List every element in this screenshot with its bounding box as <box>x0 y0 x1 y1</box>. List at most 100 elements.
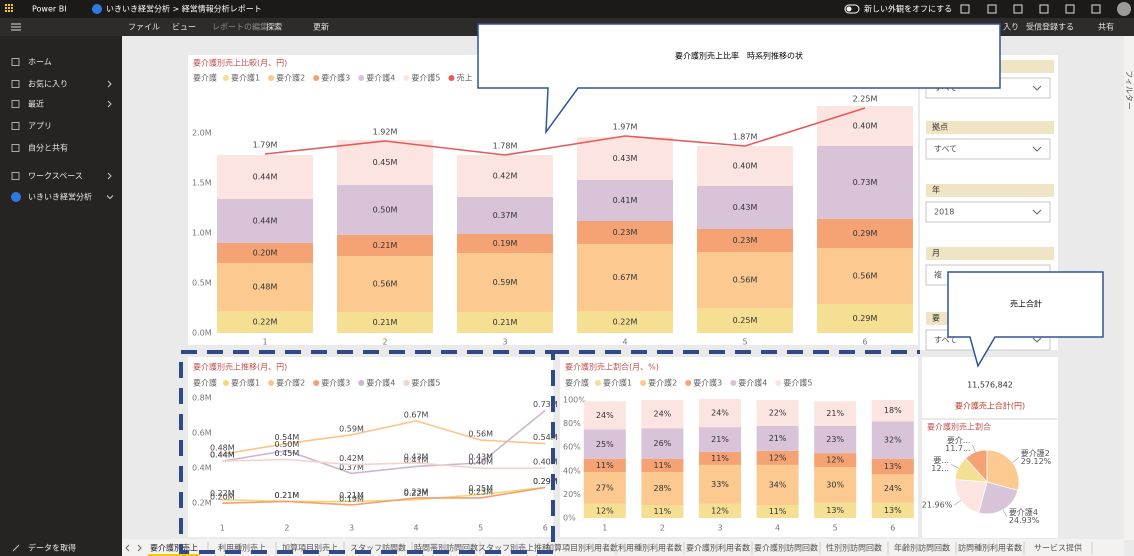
toolbar-item[interactable]: ファイル <box>128 23 160 32</box>
data-label: 0.37M <box>339 463 364 472</box>
report-tab[interactable]: 利用種別売上 <box>218 543 266 553</box>
avatar[interactable] <box>1117 2 1131 16</box>
bar-segment <box>337 185 433 235</box>
x-tick-label: 2 <box>284 524 289 533</box>
chart-title: 要介護別売上割合(月、%) <box>565 362 659 372</box>
legend-label: 要介護2 <box>276 378 305 388</box>
header-icon[interactable] <box>1013 4 1023 14</box>
legend-marker <box>403 75 410 81</box>
report-tab[interactable]: 時間帯別訪問回数 <box>414 543 478 553</box>
bar-segment <box>756 425 799 451</box>
data-label: 0.43M <box>468 452 493 461</box>
nav-item[interactable]: お気に入り <box>28 79 68 89</box>
data-label: 32% <box>884 436 902 445</box>
tab-scroll[interactable] <box>137 544 142 552</box>
legend-marker <box>313 380 320 386</box>
bar-segment <box>583 401 626 430</box>
report-tab[interactable]: 性別別訪問回数 <box>826 543 882 553</box>
header-icon[interactable] <box>1091 4 1101 14</box>
report-tab[interactable]: 要介護別訪問回数 <box>754 543 818 553</box>
bar-segment <box>217 311 313 333</box>
legend-label: 要介護2 <box>648 378 677 388</box>
data-label: 0.20M <box>253 249 278 258</box>
data-label: 0.43M <box>404 452 429 461</box>
report-tab[interactable]: 要介護別売上 <box>150 543 198 553</box>
slicer-header <box>926 121 1054 134</box>
x-tick-label: 3 <box>349 524 354 533</box>
pie-category-label: 要介護2 <box>1021 448 1050 458</box>
report-tab[interactable]: スタッフ別売上推移 <box>478 543 550 553</box>
data-label: 0.44M <box>210 451 235 460</box>
pie-category-label: 要介... <box>947 436 971 445</box>
app-launcher-dot[interactable] <box>11 4 13 6</box>
data-label: 0.56M <box>373 280 398 289</box>
header-icon[interactable] <box>960 4 970 14</box>
chart-title: 要介護別売上推移(月、円) <box>193 362 287 372</box>
report-tab[interactable]: 利用種別利用者数 <box>618 543 682 553</box>
data-label: 0.21M <box>275 491 300 500</box>
nav-item[interactable]: 自分と共有 <box>28 143 68 153</box>
x-tick-label: 2 <box>660 524 665 533</box>
nav-item[interactable]: ホーム <box>28 58 52 67</box>
bar-segment <box>871 421 914 459</box>
report-tab[interactable]: 加算項目別売上 <box>282 543 338 553</box>
nav-item[interactable]: ワークスペース <box>28 172 83 181</box>
app-launcher-dot[interactable] <box>8 4 10 6</box>
report-tab[interactable]: 年齢別訪問回数 <box>894 543 950 553</box>
nav-chevron <box>107 80 112 88</box>
app-launcher-dot[interactable] <box>8 10 10 12</box>
toggle[interactable] <box>844 4 860 14</box>
left-nav <box>0 36 122 556</box>
app-launcher-dot[interactable] <box>5 4 7 6</box>
slicer-value: 複 <box>934 270 942 280</box>
app-launcher-dot[interactable] <box>11 7 13 9</box>
legend-marker <box>268 380 275 386</box>
report-tab[interactable]: スタッフ訪問数 <box>350 543 406 553</box>
toolbar-item[interactable]: レポートの編集 <box>212 22 268 32</box>
app-launcher-dot[interactable] <box>5 10 7 12</box>
data-label: 0.23M <box>613 228 638 237</box>
pie-value-label: 12... <box>931 464 949 473</box>
toolbar-item[interactable]: 共有 <box>1098 22 1114 32</box>
slicer-dropdown[interactable] <box>925 201 1051 223</box>
data-label: 0.21M <box>373 318 398 327</box>
data-label: 0.19M <box>339 494 364 503</box>
bar-segment <box>814 502 857 518</box>
data-label: 25% <box>596 440 614 449</box>
data-label: 24% <box>884 484 902 493</box>
app-launcher-dot[interactable] <box>5 7 7 9</box>
slicer-dropdown[interactable] <box>925 138 1051 160</box>
bar-segment <box>641 505 684 518</box>
bar-segment <box>577 137 673 180</box>
report-tab[interactable]: 加算項目別利用者数 <box>546 543 618 553</box>
header-icon[interactable] <box>1039 4 1049 14</box>
nav-footer[interactable]: データを取得 <box>28 543 76 553</box>
app-launcher-dot[interactable] <box>8 7 10 9</box>
nav-item[interactable]: いきいき経営分析 <box>28 192 92 202</box>
report-tab[interactable]: 訪問種別利用者数 <box>958 543 1022 553</box>
data-label: 0.67M <box>613 273 638 282</box>
toolbar-item[interactable]: 入り <box>1003 23 1019 32</box>
bar-segment <box>577 180 673 221</box>
data-label: 11% <box>654 507 672 516</box>
nav-item[interactable]: 最近 <box>28 99 44 109</box>
toolbar-item[interactable]: ビュー <box>172 23 196 32</box>
data-label: 0.44M <box>253 173 278 182</box>
app-launcher-dot[interactable] <box>11 10 13 12</box>
slicer-title: 年 <box>932 185 940 195</box>
nav-item[interactable]: アプリ <box>28 122 52 131</box>
data-label: 0.56M <box>468 430 493 439</box>
toolbar-item[interactable]: 探索 <box>266 22 282 32</box>
bar-segment <box>698 451 742 465</box>
tab-scroll[interactable] <box>125 544 130 552</box>
bar-segment <box>814 425 857 454</box>
data-label: 34% <box>769 480 787 489</box>
header-icon[interactable] <box>1065 4 1075 14</box>
data-label: 28% <box>654 484 672 493</box>
report-tab[interactable]: 要介護別利用者数 <box>686 543 750 553</box>
toolbar-item[interactable]: 受信登録する <box>1026 22 1074 32</box>
toolbar-item[interactable]: 更新 <box>313 23 329 32</box>
report-tab[interactable]: サービス提供 <box>1034 543 1082 553</box>
header-icon[interactable] <box>987 4 997 14</box>
x-tick-label: 4 <box>414 524 419 533</box>
